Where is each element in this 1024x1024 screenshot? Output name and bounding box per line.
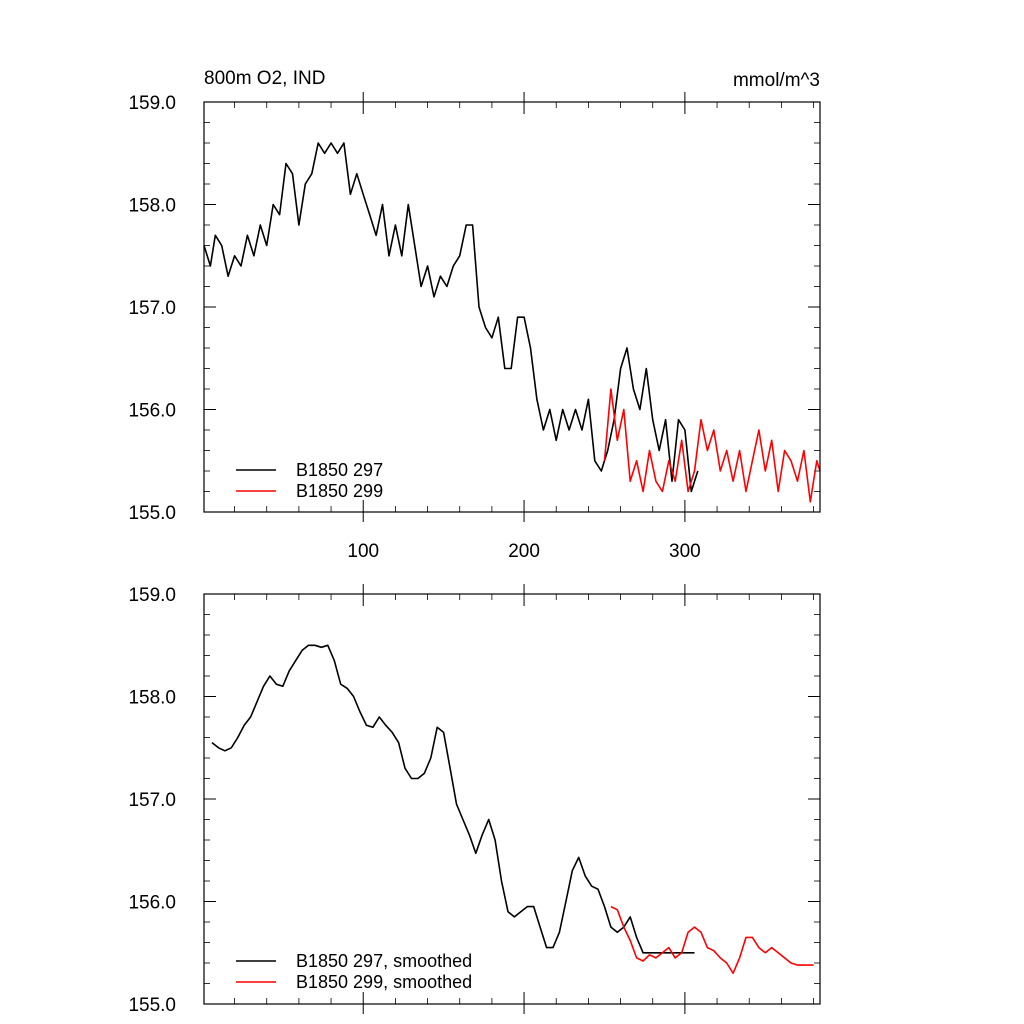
top-panel-frame xyxy=(203,101,821,513)
top-xtick-label: 300 xyxy=(669,541,701,562)
bottom-ytick-label: 155.0 xyxy=(128,995,176,1016)
top-xtick-label: 200 xyxy=(508,541,540,562)
top-panel-axes: 155.0 156.0 157.0 158.0 159.0 100 200 300 xyxy=(128,92,820,562)
bottom-ytick-label: 159.0 xyxy=(128,585,176,606)
bottom-ytick-label: 156.0 xyxy=(128,893,176,914)
bottom-ytick-label: 157.0 xyxy=(128,790,176,811)
legend-label-297: B1850 297 xyxy=(296,460,383,480)
panel-title-left: 800m O2, IND xyxy=(204,68,325,89)
top-series-line-0 xyxy=(203,142,699,493)
top-xtick-label: 100 xyxy=(347,541,379,562)
top-panel-series xyxy=(203,142,821,503)
top-ytick-label: 155.0 xyxy=(128,503,176,524)
bottom-panel-axes: 155.0 156.0 157.0 158.0 159.0 xyxy=(128,584,820,1016)
bottom-series-line-0 xyxy=(211,644,695,954)
bottom-panel: 155.0 156.0 157.0 158.0 159.0 B1850 297, smo… xyxy=(128,584,821,1016)
bottom-panel-frame xyxy=(203,593,821,1005)
bottom-legend: B1850 297, smoothed B1850 299, smoothed xyxy=(236,951,472,992)
top-ytick-label: 158.0 xyxy=(128,196,176,217)
top-panel: 800m O2, IND mmol/m^3 155.0 156.0 157.0 158… xyxy=(128,68,821,562)
legend-label-299-smoothed: B1850 299, smoothed xyxy=(296,972,472,992)
top-series-line-1 xyxy=(603,388,821,503)
top-ytick-label: 156.0 xyxy=(128,401,176,422)
top-legend: B1850 297 B1850 299 xyxy=(236,460,383,501)
top-ytick-label: 159.0 xyxy=(128,93,176,114)
bottom-ytick-label: 158.0 xyxy=(128,688,176,709)
bottom-series-line-1 xyxy=(610,905,814,975)
bottom-panel-series xyxy=(211,644,814,975)
top-ytick-label: 157.0 xyxy=(128,298,176,319)
panel-title-right: mmol/m^3 xyxy=(733,70,820,91)
legend-label-297-smoothed: B1850 297, smoothed xyxy=(296,951,472,971)
legend-label-299: B1850 299 xyxy=(296,481,383,501)
